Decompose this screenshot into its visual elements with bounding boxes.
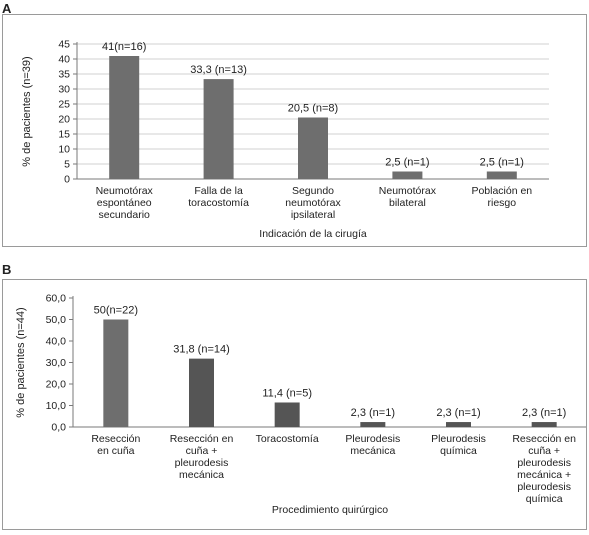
data-label: 31,8 (n=14) [173, 344, 230, 356]
x-category-label: espontáneo [97, 197, 152, 209]
x-category-label: pleurodesis [175, 457, 229, 469]
chart-b: 0,0 10,0 20,0 30,0 40,0 50,0 60,0 50(n=22) Resec… [15, 293, 587, 516]
y-tick-label: 5 [64, 159, 70, 171]
data-label: 2,3 (n=1) [436, 407, 480, 419]
data-label: 11,4 (n=5) [262, 387, 312, 399]
data-label: 20,5 (n=8) [288, 103, 338, 115]
x-category-label: Resección en [170, 433, 234, 445]
x-category-label: en cuña [97, 445, 135, 457]
y-tick-label: 15 [58, 129, 70, 141]
y-tick-label: 10,0 [46, 400, 67, 412]
x-category-label: neumotórax [285, 197, 341, 209]
panel-a-letter: A [2, 1, 12, 16]
x-axis-title: Procedimiento quirúrgico [272, 504, 388, 516]
panel-b-letter: B [2, 262, 12, 277]
x-category-label: Población en [471, 185, 532, 197]
y-tick-label: 30 [58, 84, 70, 96]
y-tick-label: 50,0 [46, 314, 67, 326]
x-axis-title: Indicación de la cirugía [259, 228, 367, 240]
x-category-label: Resección en [512, 433, 576, 445]
chart-a-frame: 0 5 10 15 20 25 30 35 40 45 41(n=16) Neumotórax espo… [2, 14, 587, 247]
chart-b-frame: 0,0 10,0 20,0 30,0 40,0 50,0 60,0 50(n=22) Resec… [2, 279, 587, 530]
x-category-label: Neumotórax [379, 185, 437, 197]
x-category-label: mecánica + [517, 469, 571, 481]
data-label: 33,3 (n=13) [190, 64, 247, 76]
x-category-label: ipsilateral [291, 209, 335, 221]
bar [531, 422, 557, 427]
y-tick-label: 40 [58, 54, 70, 66]
data-label: 2,5 (n=1) [480, 157, 524, 169]
x-category-label: pleurodesis [517, 457, 571, 469]
bar [103, 319, 129, 427]
bar [203, 79, 234, 179]
x-category-label: Resección [91, 433, 140, 445]
x-category-label: Falla de la [194, 185, 243, 197]
x-category-label: química [440, 445, 477, 457]
x-category-label: Toracostomía [256, 433, 319, 445]
bar [189, 358, 214, 427]
x-category-label: Pleurodesis [431, 433, 486, 445]
x-category-label: cuña + [528, 445, 560, 457]
bar [486, 171, 517, 179]
data-label: 41(n=16) [102, 41, 146, 53]
bar [298, 117, 328, 179]
x-category-label: riesgo [487, 197, 516, 209]
x-category-label: secundario [99, 209, 151, 221]
x-category-label: mecánica [350, 445, 395, 457]
x-category-label: Neumotórax [96, 185, 154, 197]
y-tick-label: 35 [58, 69, 70, 81]
bar [392, 171, 423, 179]
x-category-label: cuña + [186, 445, 218, 457]
y-tick-label: 60,0 [46, 293, 67, 305]
y-tick-label: 30,0 [46, 357, 67, 369]
y-tick-label: 20 [58, 114, 70, 126]
y-tick-label: 20,0 [46, 379, 67, 391]
x-category-label: toracostomía [188, 197, 249, 209]
y-tick-label: 0 [64, 174, 70, 186]
x-category-label: pleurodesis [517, 481, 571, 493]
bar [109, 56, 140, 179]
y-tick-label: 40,0 [46, 336, 67, 348]
x-category-label: química [526, 493, 563, 505]
x-category-label: Pleurodesis [345, 433, 400, 445]
bar [360, 422, 386, 427]
data-label: 50(n=22) [94, 305, 138, 317]
y-axis-title: % de pacientes (n=39) [21, 56, 33, 166]
data-label: 2,3 (n=1) [522, 407, 566, 419]
bar [274, 402, 300, 427]
x-category-label: bilateral [389, 197, 426, 209]
data-label: 2,3 (n=1) [351, 407, 395, 419]
x-category-label: mecánica [179, 469, 224, 481]
x-category-label: Segundo [292, 185, 334, 197]
y-tick-label: 0,0 [51, 422, 66, 434]
data-label: 2,5 (n=1) [385, 157, 429, 169]
bar [446, 422, 471, 427]
y-axis-title: % de pacientes (n=44) [15, 307, 27, 417]
y-tick-label: 10 [58, 144, 70, 156]
y-tick-label: 45 [58, 39, 70, 51]
y-tick-label: 25 [58, 99, 70, 111]
